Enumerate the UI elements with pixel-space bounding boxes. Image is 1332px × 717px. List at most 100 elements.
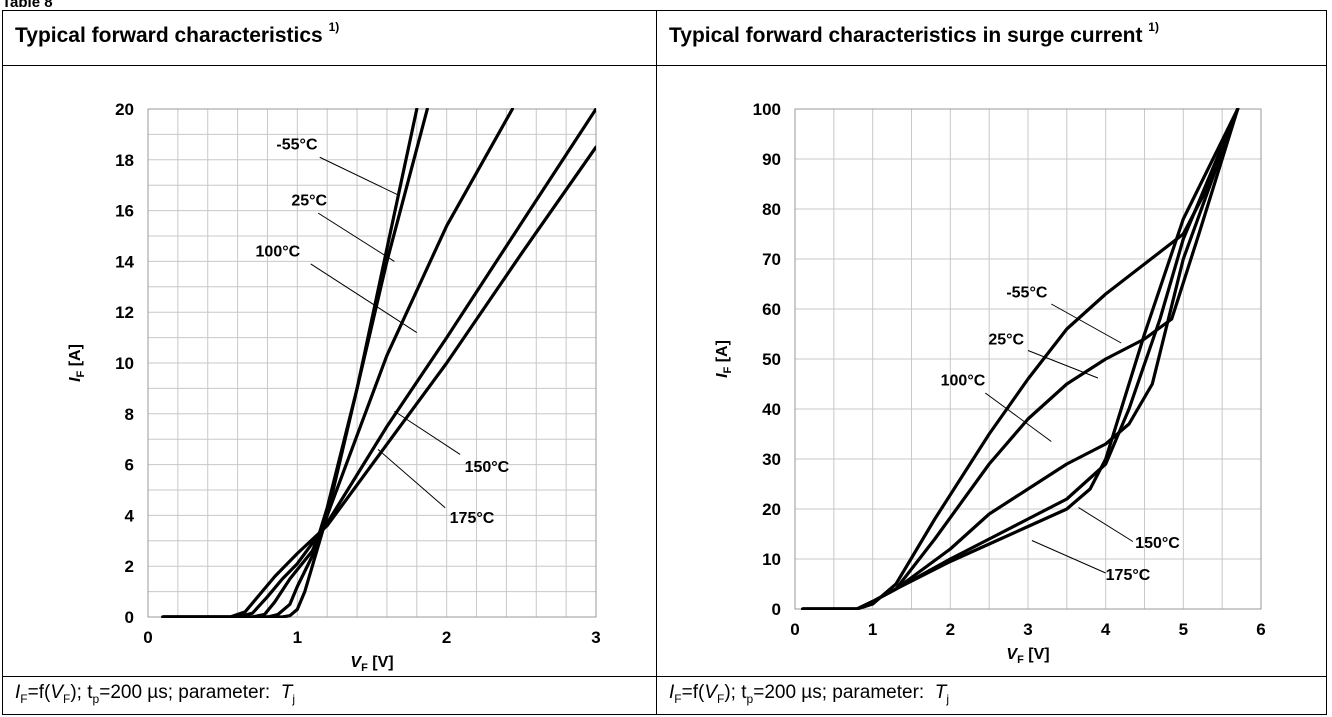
caption-tp-sub: p [92,691,100,706]
caption-i: I [15,682,21,703]
left-caption: IF=f(VF); tp=200 µs; parameter: Tj [15,682,295,706]
y-tick-label: 0 [125,608,134,627]
y-axis-label-symbol: I [714,373,731,378]
left-chart-cell: 0 1 2 3 0 2 4 6 8 10 12 14 16 18 20 VF [V] IF [A] -55°C 25… [3,66,656,676]
annotation-leader-line [1031,540,1106,574]
series-annotation-label: 175°C [1106,567,1151,584]
caption-t-sub: j [292,691,296,706]
series-annotation-label: 150°C [1135,535,1180,552]
left-header-cell: Typical forward characteristics 1) [3,11,656,65]
caption-func: =f( [681,682,705,703]
series-line [801,108,1240,610]
caption-tp-sub: p [746,691,754,706]
series-annotation-label: -55°C [276,137,318,154]
x-tick-label: 5 [1179,620,1188,639]
right-header-cell: Typical forward characteristics in surge… [657,11,1326,65]
y-tick-label: 12 [115,303,134,322]
caption-v-sub: F [717,691,725,706]
y-tick-label: 40 [762,400,781,419]
caption-t-sub: j [946,691,950,706]
x-tick-label: 3 [1023,620,1032,639]
y-tick-label: 20 [115,100,134,119]
caption-v: V [50,682,64,703]
x-tick-label: 3 [591,628,600,647]
annotation-leader-line [317,212,395,262]
annotation-leader-line [1027,350,1099,379]
x-axis-label-subscript: F [361,662,368,674]
caption-close: ); t [70,682,93,703]
caption-tp-value: =200 µs; parameter: [753,682,930,703]
right-caption: IF=f(VF); tp=200 µs; parameter: Tj [669,682,949,706]
plot-area-border [794,108,1262,610]
x-axis-label-subscript: F [1017,654,1024,666]
annotation-leader-line [319,156,400,196]
caption-tp-value: =200 µs; parameter: [99,682,276,703]
y-tick-label: 16 [115,202,134,221]
y-tick-label: 4 [125,506,135,525]
right-chart-title-text: Typical forward characteristics in surge… [669,24,1143,47]
right-chart-title-footnote: 1) [1148,20,1159,34]
y-tick-label: 60 [762,300,781,319]
left-footer-cell: IF=f(VF); tp=200 µs; parameter: Tj [3,677,656,714]
x-tick-label: 2 [946,620,955,639]
series-annotation-label: 25°C [291,193,327,210]
y-tick-label: 100 [753,100,781,119]
caption-f-sub: F [20,691,28,706]
caption-i: I [669,682,675,703]
y-tick-label: 0 [772,600,781,619]
caption-t: T [934,682,947,703]
right-chart-cell: 0 1 2 3 4 5 6 0 10 20 30 40 50 60 70 80 90 100 VF [V] IF [A… [657,66,1326,676]
x-axis-label: VF [V] [1006,646,1049,666]
x-axis-label-symbol: V [350,654,362,671]
y-tick-label: 90 [762,150,781,169]
y-tick-label: 8 [125,405,134,424]
x-tick-label: 0 [143,628,152,647]
annotation-leader-line [310,263,418,333]
x-tick-label: 0 [790,620,799,639]
y-tick-label: 6 [125,456,134,475]
y-axis-label-subscript: F [75,370,87,377]
annotation-leader-line [1051,303,1122,344]
y-tick-label: 2 [125,557,134,576]
annotation-leader-line [377,448,446,509]
y-tick-label: 14 [115,252,134,271]
table-divider-vertical [656,11,657,714]
figure-table: Typical forward characteristics 1) Typic… [2,10,1327,715]
caption-f-sub: F [674,691,682,706]
x-tick-label: 2 [442,628,451,647]
x-axis-label-unit: [V] [368,654,394,671]
caption-v: V [704,682,718,703]
y-tick-label: 20 [762,500,781,519]
x-axis-label-symbol: V [1006,646,1018,663]
series-annotation-label: 100°C [941,373,986,390]
series-annotation-label: 25°C [988,332,1024,349]
caption-t: T [280,682,293,703]
x-tick-label: 4 [1101,620,1111,639]
y-tick-label: 30 [762,450,781,469]
annotation-leader-line [394,410,461,455]
y-axis-label-unit: [A] [67,344,84,371]
series-line [161,108,596,618]
x-axis-label-unit: [V] [1024,646,1050,663]
left-chart-title-text: Typical forward characteristics [15,24,323,47]
series-line [801,108,1240,610]
y-axis-label-unit: [A] [714,340,731,367]
y-tick-label: 50 [762,350,781,369]
x-tick-label: 1 [868,620,877,639]
x-tick-label: 1 [293,628,302,647]
y-tick-label: 80 [762,200,781,219]
y-axis-label-subscript: F [722,366,734,373]
annotation-leader-line [984,392,1052,442]
x-axis-label: VF [V] [350,654,393,674]
left-chart-title-footnote: 1) [328,20,340,34]
y-tick-label: 10 [762,550,781,569]
right-chart-title: Typical forward characteristics in surge… [669,20,1159,48]
caption-func: =f( [27,682,51,703]
series-annotation-label: 150°C [465,459,510,476]
y-tick-label: 70 [762,250,781,269]
y-axis-label: IF [A] [67,344,87,382]
table-divider-footer [3,676,1326,677]
left-chart-title: Typical forward characteristics 1) [15,20,340,48]
